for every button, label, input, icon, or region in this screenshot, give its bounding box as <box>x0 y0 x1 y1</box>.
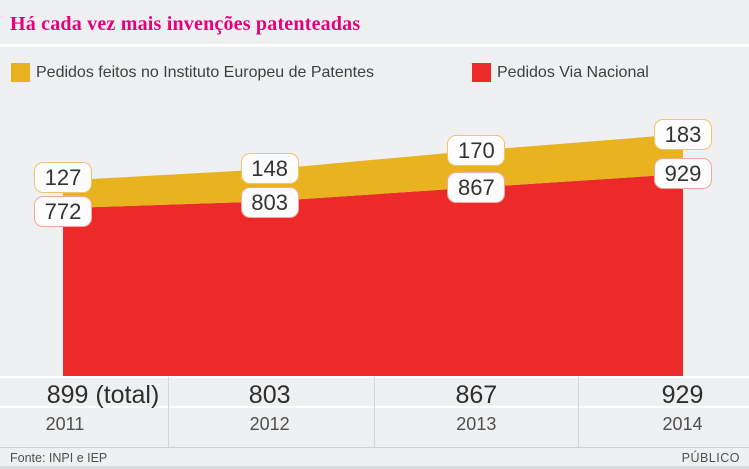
source-note: Fonte: INPI e IEP <box>10 451 108 465</box>
value-label: 148 <box>240 152 299 184</box>
brand-mark: PÚBLICO <box>681 451 740 465</box>
legend-swatch-europeu-icon <box>11 63 30 82</box>
bottom-strip <box>0 466 749 469</box>
legend: Pedidos feitos no Instituto Europeu de P… <box>0 62 749 82</box>
table-value-cell: 803 <box>248 381 291 409</box>
value-label: 867 <box>447 171 506 203</box>
value-label: 170 <box>447 134 506 166</box>
value-label: 183 <box>654 118 712 150</box>
table-year-cell: 2013 <box>456 414 497 434</box>
table-divider <box>168 377 169 447</box>
value-label: 772 <box>34 195 92 227</box>
value-label: 929 <box>654 158 712 190</box>
area-via-nacional <box>63 173 684 376</box>
table-year-cell: 2011 <box>45 414 85 434</box>
table-value-cell: 867 <box>455 381 498 409</box>
area-europeu <box>63 134 683 209</box>
table-year-cell: 2014 <box>662 414 703 434</box>
legend-label-nacional: Pedidos Via Nacional <box>497 64 649 81</box>
table-value-cell: 899 (total) <box>46 381 160 409</box>
legend-label-europeu: Pedidos feitos no Instituto Europeu de P… <box>36 64 375 81</box>
table-divider <box>374 377 375 447</box>
value-label: 127 <box>34 161 92 193</box>
table-value-cell: 929 <box>661 381 704 409</box>
page-title: Há cada vez mais invenções patenteadas <box>10 13 361 35</box>
legend-swatch-nacional-icon <box>472 63 491 82</box>
table-divider <box>578 377 579 447</box>
table-bottom-line <box>0 447 749 448</box>
value-label: 803 <box>240 186 299 218</box>
table-year-cell: 2012 <box>249 414 290 434</box>
title-divider <box>0 44 749 47</box>
